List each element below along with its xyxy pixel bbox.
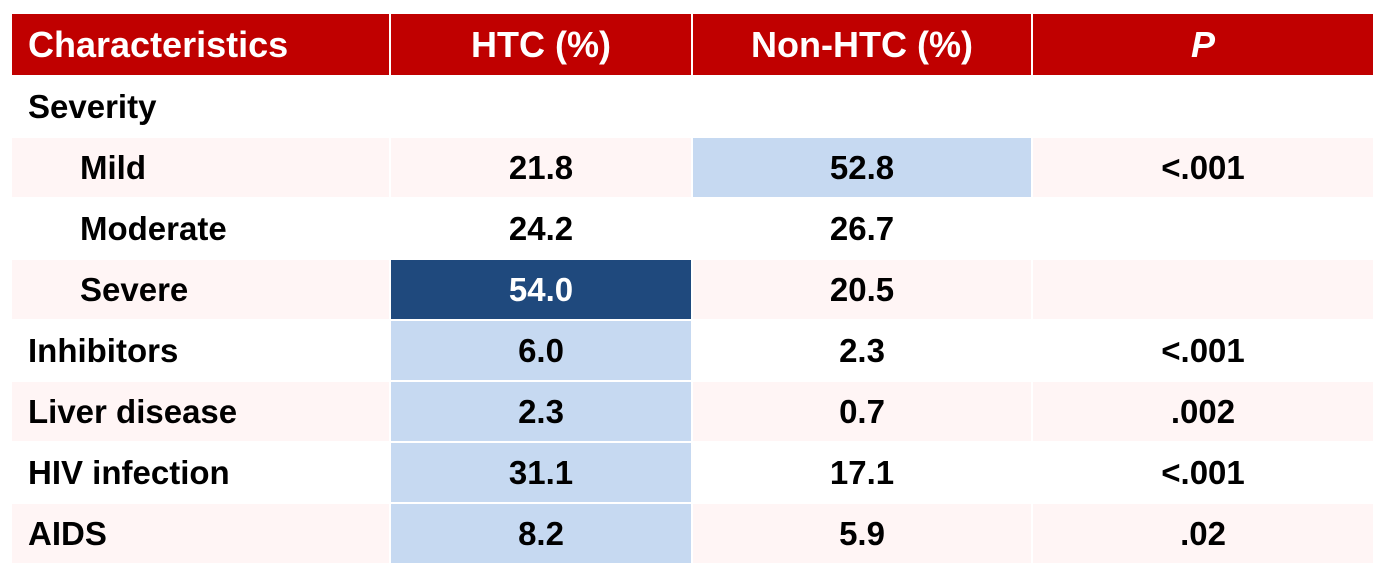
row-label: AIDS (12, 502, 391, 563)
cell-non-htc: 26.7 (692, 197, 1033, 259)
cell-htc (390, 75, 693, 137)
cell-non-htc (692, 75, 1033, 137)
cell-htc: 8.2 (390, 502, 693, 563)
cell-p-value (1032, 197, 1373, 259)
cell-htc: 24.2 (390, 197, 693, 259)
row-label: Liver disease (12, 380, 391, 442)
cell-htc: 54.0 (390, 258, 693, 320)
table-row: HIV infection 31.1 17.1 <.001 (12, 441, 1373, 503)
table-row: Liver disease 2.3 0.7.002 (12, 380, 1373, 442)
table-header: Characteristics HTC (%) Non-HTC (%) P (12, 14, 1373, 76)
row-label: Severity (12, 75, 391, 137)
cell-p-value: <.001 (1032, 136, 1373, 198)
cell-non-htc: 17.1 (692, 441, 1033, 503)
table-body: Severity Mild 21.8 52.8 <.001 Moderate 24.2 26.… (12, 75, 1373, 563)
header-non-htc: Non-HTC (%) (692, 14, 1033, 76)
header-characteristics: Characteristics (12, 14, 391, 76)
cell-non-htc: 2.3 (692, 319, 1033, 381)
cell-non-htc: 0.7 (692, 380, 1033, 442)
comparison-table: Characteristics HTC (%) Non-HTC (%) P Se… (12, 14, 1373, 563)
header-row: Characteristics HTC (%) Non-HTC (%) P (12, 14, 1373, 76)
cell-p-value: .02 (1032, 502, 1373, 563)
cell-htc: 21.8 (390, 136, 693, 198)
table-row: Moderate 24.2 26.7 (12, 197, 1373, 259)
cell-htc: 2.3 (390, 380, 693, 442)
comparison-table-container: Characteristics HTC (%) Non-HTC (%) P Se… (12, 14, 1373, 563)
cell-htc: 31.1 (390, 441, 693, 503)
row-label: Inhibitors (12, 319, 391, 381)
cell-p-value: .002 (1032, 380, 1373, 442)
cell-non-htc: 20.5 (692, 258, 1033, 320)
cell-p-value: <.001 (1032, 441, 1373, 503)
row-label: HIV infection (12, 441, 391, 503)
header-htc: HTC (%) (390, 14, 693, 76)
row-label: Severe (12, 258, 391, 320)
header-p-value: P (1032, 14, 1373, 76)
table-row: AIDS 8.2 5.9.02 (12, 502, 1373, 563)
cell-p-value (1032, 258, 1373, 320)
cell-p-value (1032, 75, 1373, 137)
table-row: Mild 21.8 52.8 <.001 (12, 136, 1373, 198)
cell-non-htc: 52.8 (692, 136, 1033, 198)
table-row: Severity (12, 75, 1373, 137)
row-label: Moderate (12, 197, 391, 259)
cell-non-htc: 5.9 (692, 502, 1033, 563)
cell-htc: 6.0 (390, 319, 693, 381)
cell-p-value: <.001 (1032, 319, 1373, 381)
row-label: Mild (12, 136, 391, 198)
table-row: Inhibitors 6.0 2.3 <.001 (12, 319, 1373, 381)
table-row: Severe 54.0 20.5 (12, 258, 1373, 320)
